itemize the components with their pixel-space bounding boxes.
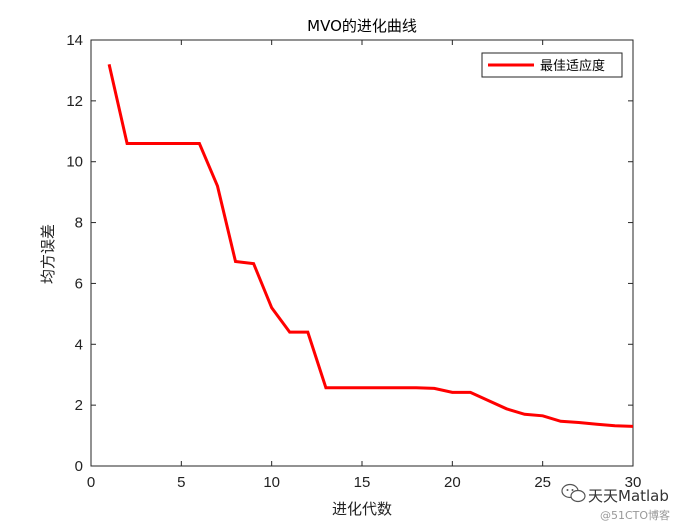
x-tick-label: 10: [263, 474, 280, 491]
y-tick-label: 4: [75, 336, 83, 353]
watermark-title: 天天Matlab: [588, 487, 669, 505]
x-tick-label: 30: [625, 474, 642, 491]
y-tick-label: 0: [75, 458, 83, 475]
x-tick-label: 0: [87, 474, 95, 491]
plot-area: 0 5 10 15 20 25 30 0 2 4 6 8 10 12 14: [66, 32, 641, 491]
y-tick-label: 10: [66, 154, 83, 171]
y-tick-label: 12: [66, 93, 83, 110]
legend-label: 最佳适应度: [540, 58, 605, 74]
legend: 最佳适应度: [481, 52, 623, 78]
series-line: [107, 63, 634, 428]
x-axis-label: 进化代数: [332, 500, 392, 518]
wechat-icon: [561, 483, 586, 503]
y-tick-label: 8: [75, 215, 83, 232]
y-axis-label: 均方误差: [39, 224, 57, 284]
y-tick-label: 14: [66, 32, 83, 49]
chart-title: MVO的进化曲线: [307, 17, 417, 35]
y-tick-label: 2: [75, 397, 83, 414]
x-tick-label: 25: [534, 474, 551, 491]
x-tick-label: 15: [354, 474, 371, 491]
watermark-subtitle: @51CTO博客: [600, 508, 670, 522]
watermark: 天天Matlab @51CTO博客: [561, 483, 670, 522]
y-tick-label: 6: [75, 275, 83, 292]
x-tick-label: 5: [177, 474, 185, 491]
x-tick-label: 20: [444, 474, 461, 491]
